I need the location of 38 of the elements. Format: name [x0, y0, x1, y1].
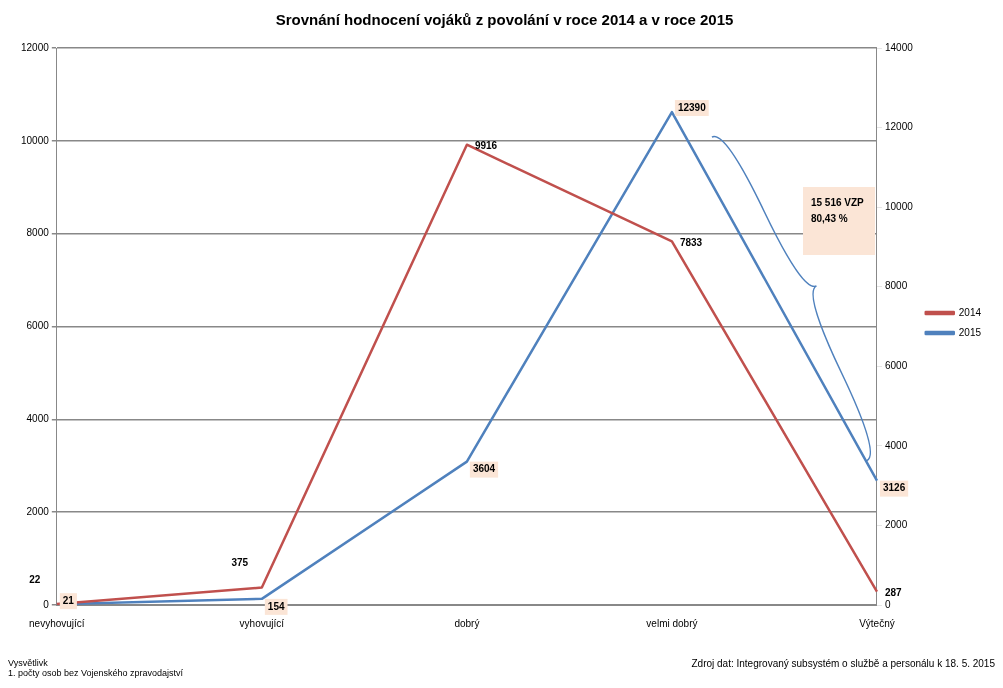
data-label: 287 [884, 587, 903, 599]
x-tick-label: velmi dobrý [646, 617, 698, 629]
x-tick-label: vyhovující [239, 617, 285, 629]
x-tick-label: nevyhovující [29, 617, 85, 629]
legend-label: 2014 [958, 306, 982, 318]
y-tick-label: 2000 [26, 505, 50, 517]
text: Zdroj dat: Integrovaný subsystém o službě a personálu k 18. 5. 2015 [691, 658, 995, 671]
y-tick-label: 10000 [21, 134, 50, 146]
y-tick-label: 4000 [26, 413, 50, 425]
data-label: 375 [231, 557, 249, 569]
callout-box: 15 516 VZP 80,43 % [802, 187, 875, 256]
y-tick-label: 12000 [21, 41, 50, 53]
data-label: 9916 [474, 140, 498, 152]
text: 1. počty osob bez Vojenského zpravodajství [8, 668, 184, 678]
x-tick-label: Výtečný [859, 617, 895, 629]
y2-tick-label: 0 [884, 598, 891, 610]
data-label: 7833 [679, 237, 703, 249]
y2-tick-label: 14000 [884, 41, 914, 53]
y2-tick-label: 8000 [884, 280, 908, 292]
text: Vysvětlivk [8, 658, 49, 668]
y2-tick-label: 2000 [884, 519, 908, 531]
y-tick-label: 6000 [26, 320, 50, 332]
data-label: 22 [29, 573, 41, 585]
x-tick-label: dobrý [454, 617, 480, 629]
y2-tick-label: 6000 [884, 360, 908, 372]
y-tick-label: 8000 [26, 227, 50, 239]
data-label: 3126 [882, 482, 906, 494]
y2-tick-label: 12000 [884, 121, 914, 133]
y2-tick-label: 10000 [884, 200, 914, 212]
y2-tick-label: 4000 [884, 439, 908, 451]
y-tick-label: 0 [43, 598, 50, 610]
data-label: 3604 [472, 463, 496, 475]
data-label: 21 [62, 594, 75, 606]
data-label: 154 [267, 600, 285, 612]
chart-title: Srovnání hodnocení vojáků z povolání v roce 2014 a v roce 2015 [275, 11, 734, 29]
annotation: 15 516 VZP 80,43 % [810, 196, 865, 227]
data-label: 12390 [677, 101, 707, 113]
legend-label: 2015 [958, 326, 982, 338]
